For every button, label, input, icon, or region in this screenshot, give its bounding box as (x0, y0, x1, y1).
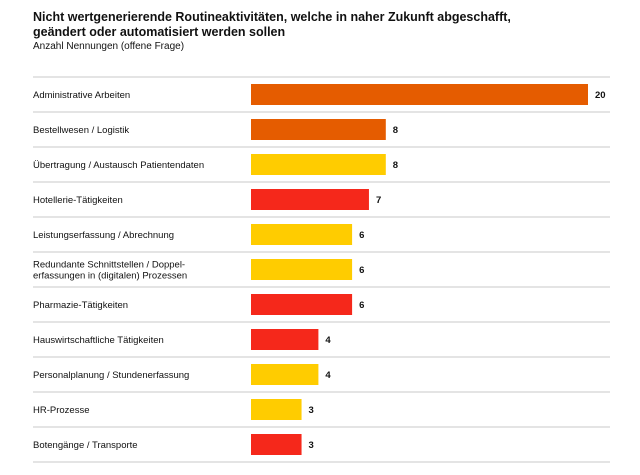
value-label: 6 (359, 230, 364, 241)
bar (251, 154, 386, 175)
chart-subtitle: Anzahl Nennungen (offene Frage) (33, 41, 185, 52)
category-label: Bestellwesen / Logistik (33, 125, 129, 136)
category-label: Personalplanung / Stundenerfassung (33, 370, 189, 381)
value-label: 8 (393, 160, 398, 171)
category-label: Hauswirtschaftliche Tätigkeiten (33, 335, 164, 346)
bar (251, 259, 353, 280)
value-label: 4 (325, 370, 331, 381)
category-label: erfassungen in (digitalen) Prozessen (33, 271, 187, 282)
value-label: 3 (309, 440, 314, 451)
bar (251, 399, 302, 420)
value-label: 6 (359, 300, 364, 311)
category-label: Pharmazie-Tätigkeiten (33, 300, 128, 311)
value-label: 7 (376, 195, 381, 206)
bar (251, 84, 588, 105)
chart-title-line-2: geändert oder automatisiert werden solle… (33, 25, 286, 39)
bar (251, 119, 386, 140)
bar (251, 329, 319, 350)
category-label: HR-Prozesse (33, 405, 90, 416)
category-label: Hotellerie-Tätigkeiten (33, 195, 123, 206)
bar (251, 364, 319, 385)
category-label: Redundante Schnittstellen / Doppel- (33, 260, 185, 271)
category-label: Leistungserfassung / Abrechnung (33, 230, 174, 241)
category-label: Administrative Arbeiten (33, 90, 130, 101)
bar (251, 189, 369, 210)
bar (251, 294, 353, 315)
value-label: 6 (359, 265, 364, 276)
bar (251, 434, 302, 455)
chart-title: Nicht wertgenerierende Routineaktivitäte… (33, 10, 593, 40)
category-label: Botengänge / Transporte (33, 440, 138, 451)
value-label: 3 (309, 405, 314, 416)
bar (251, 224, 353, 245)
value-label: 4 (325, 335, 331, 346)
value-label: 20 (595, 90, 606, 101)
category-label: Übertragung / Austausch Patientendaten (33, 160, 204, 171)
chart-title-line-1: Nicht wertgenerierende Routineaktivitäte… (33, 10, 511, 24)
value-label: 8 (393, 125, 398, 136)
